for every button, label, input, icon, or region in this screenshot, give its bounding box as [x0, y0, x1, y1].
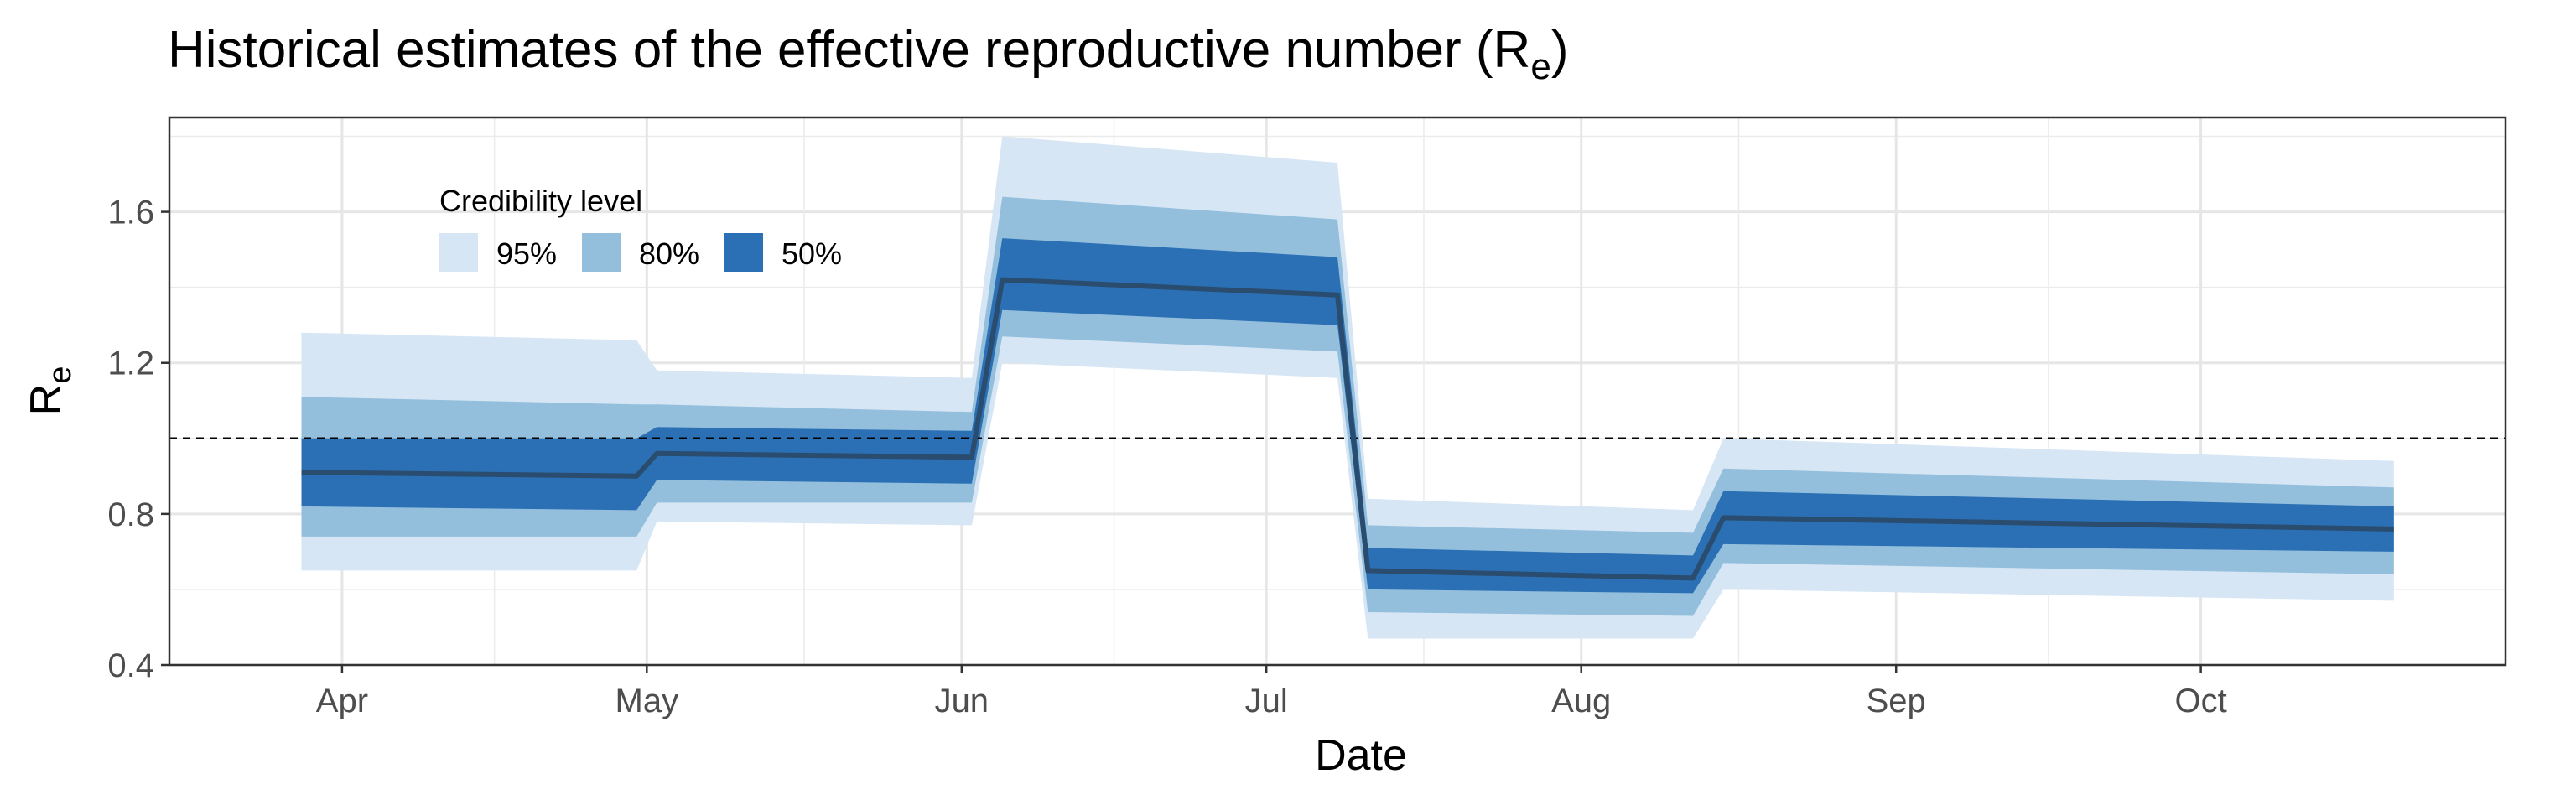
- x-tick-label: May: [615, 683, 679, 719]
- legend-label-95: 95%: [496, 236, 557, 271]
- y-tick-label: 1.6: [107, 195, 154, 231]
- y-tick-label: 1.2: [107, 345, 154, 382]
- legend-key-95: [439, 233, 478, 272]
- x-axis-title: Date: [1315, 731, 1407, 780]
- y-tick-label: 0.8: [107, 496, 154, 533]
- y-axis: 0.4 0.8 1.2 1.6: [107, 195, 169, 684]
- legend-key-80: [582, 233, 621, 272]
- band-50: [301, 238, 2394, 594]
- x-tick-label: Jul: [1245, 683, 1288, 719]
- median-line: [301, 277, 2394, 581]
- x-tick-label: Aug: [1551, 683, 1611, 719]
- x-tick-label: Jun: [935, 683, 989, 719]
- legend-entries: 95% 80% 50%: [439, 233, 842, 272]
- legend-label-50: 50%: [782, 236, 842, 271]
- chart-title: Historical estimates of the effective re…: [168, 21, 1568, 87]
- y-axis-title: Re: [22, 366, 78, 416]
- x-tick-label: Apr: [316, 683, 368, 719]
- legend: Credibility level 95% 80% 50%: [439, 184, 842, 272]
- chart-title-main: Historical estimates of the effective re…: [168, 21, 1530, 79]
- x-tick-label: Sep: [1867, 683, 1926, 719]
- x-tick-label: Oct: [2174, 683, 2226, 719]
- chart-title-suffix: ): [1551, 21, 1569, 79]
- plot-border: [168, 116, 2507, 667]
- legend-label-80: 80%: [639, 236, 699, 271]
- x-axis: Apr May Jun Jul Aug Sep Oct: [316, 665, 2227, 719]
- y-axis-title-subscript: e: [43, 366, 78, 384]
- chart-title-subscript: e: [1530, 46, 1550, 87]
- legend-title: Credibility level: [439, 184, 642, 218]
- y-tick-label: 0.4: [107, 647, 154, 684]
- legend-key-50: [724, 233, 763, 272]
- y-axis-title-main: R: [22, 384, 70, 416]
